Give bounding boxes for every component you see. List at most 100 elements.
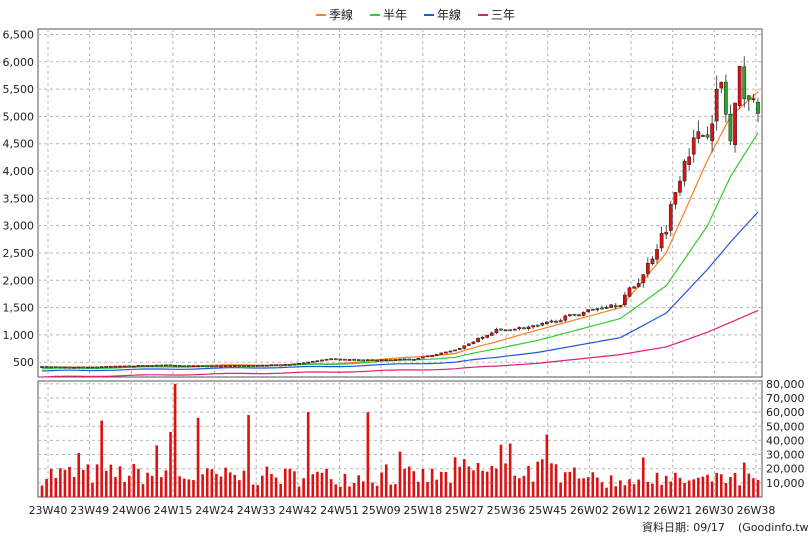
ma-line-年線	[41, 211, 759, 372]
candle-body	[430, 355, 434, 357]
volume-bar	[95, 464, 99, 497]
candle-body	[269, 364, 274, 367]
x-tick-label: 24W33	[237, 504, 276, 517]
volume-bar	[412, 471, 416, 497]
volume-bar	[141, 484, 145, 497]
candle-body	[292, 363, 297, 366]
candle-body	[384, 359, 389, 362]
volume-bar	[182, 478, 186, 497]
candle-body	[219, 365, 223, 368]
candle-body	[182, 365, 187, 368]
candle-body	[375, 359, 379, 362]
volume-bar	[628, 479, 631, 497]
candle-body	[705, 134, 710, 138]
candle-body	[641, 274, 646, 284]
volume-bar	[545, 434, 549, 497]
volume-bar	[49, 468, 53, 497]
volume-bar	[394, 484, 397, 497]
x-tick-label: 23W40	[29, 504, 68, 517]
volume-bar	[150, 475, 154, 497]
volume-bar	[591, 472, 595, 497]
candle-body	[526, 326, 531, 330]
volume-bar	[614, 486, 618, 497]
volume-bar	[375, 485, 379, 497]
volume-bar	[472, 470, 475, 497]
candle-body	[595, 308, 600, 311]
volume-bar	[481, 470, 484, 497]
price-tick-label: 5,500	[3, 83, 35, 96]
volume-bar	[655, 472, 659, 497]
price-tick-label: 3,500	[3, 192, 35, 205]
candle-body	[558, 320, 563, 323]
candle-body	[746, 95, 751, 100]
candle-body	[63, 366, 67, 369]
volume-bar	[228, 472, 232, 497]
candle-body	[343, 358, 347, 361]
candle-body	[719, 82, 724, 89]
volume-bar	[692, 479, 696, 497]
volume-bar	[646, 481, 650, 497]
candle-body	[168, 364, 173, 367]
price-tick-label: 5,000	[3, 110, 35, 123]
data-date-label: 資料日期: 09/17	[642, 520, 725, 534]
x-tick-label: 24W24	[195, 504, 234, 517]
candle-body	[141, 365, 145, 367]
volume-bar	[357, 475, 360, 497]
volume-bar	[738, 485, 741, 497]
volume-bar	[173, 383, 177, 497]
volume-bar	[118, 466, 122, 497]
candle-body	[613, 305, 618, 308]
volume-bar	[361, 481, 365, 497]
candle-body	[223, 365, 228, 368]
x-tick-label: 24W51	[320, 504, 359, 517]
candle-body	[108, 366, 113, 368]
volume-bar	[283, 468, 287, 497]
legend-label: 年線	[437, 7, 461, 22]
candle-body	[609, 304, 613, 308]
volume-bar	[325, 468, 328, 497]
candle-body	[205, 365, 210, 368]
candle-body	[301, 362, 306, 365]
candle-body	[425, 355, 430, 358]
x-tick-label: 24W42	[278, 504, 317, 517]
volume-bar	[540, 459, 544, 497]
candle-body	[310, 360, 315, 363]
candle-body	[503, 329, 508, 332]
candle-body	[76, 366, 81, 369]
candle-body	[476, 337, 480, 343]
volume-bar	[577, 478, 581, 497]
volume-bar	[238, 480, 241, 497]
volume-bar	[123, 482, 126, 497]
volume-bar	[205, 468, 209, 497]
candle-body	[737, 65, 742, 107]
candle-body	[678, 180, 682, 193]
candle-body	[58, 366, 63, 369]
candle-body	[251, 365, 255, 367]
candle-body	[255, 365, 260, 367]
volume-bar	[623, 485, 627, 497]
candle-body	[645, 263, 650, 275]
candle-body	[453, 349, 457, 352]
volume-bar	[490, 465, 494, 497]
volume-bar	[559, 482, 562, 497]
volume-bar	[678, 477, 682, 497]
volume-bar	[72, 476, 76, 497]
legend-label: 半年	[383, 8, 407, 22]
volume-bar	[522, 475, 526, 497]
candle-body	[471, 341, 476, 345]
volume-bar	[114, 477, 117, 497]
volume-bar	[59, 468, 62, 497]
volume-bar	[293, 471, 296, 497]
volume-bar	[371, 482, 374, 497]
volume-bar	[596, 477, 599, 497]
candle-body	[512, 328, 517, 331]
candle-body	[164, 364, 168, 367]
volume-bar	[187, 479, 191, 497]
candle-body	[600, 307, 604, 310]
candle-body	[370, 359, 375, 362]
legend-item-2: 半年	[370, 8, 407, 22]
candle-body	[508, 329, 513, 332]
candle-body	[315, 360, 320, 363]
candle-body	[668, 204, 673, 231]
volume-bar	[444, 472, 448, 497]
